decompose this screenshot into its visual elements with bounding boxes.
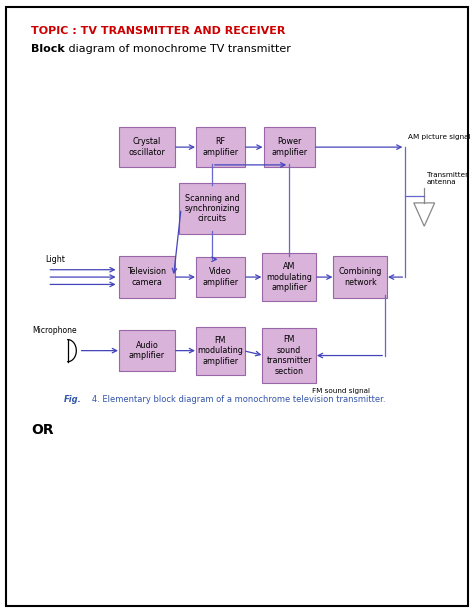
FancyBboxPatch shape bbox=[264, 127, 315, 167]
Text: Power
amplifier: Power amplifier bbox=[271, 137, 307, 157]
FancyBboxPatch shape bbox=[196, 327, 245, 375]
Text: Television
camera: Television camera bbox=[128, 267, 166, 287]
Text: FM
sound
transmitter
section: FM sound transmitter section bbox=[266, 335, 312, 376]
Text: 4. Elementary block diagram of a monochrome television transmitter.: 4. Elementary block diagram of a monochr… bbox=[84, 395, 386, 405]
Text: Audio
amplifier: Audio amplifier bbox=[129, 341, 165, 360]
Text: Scanning and
synchronizing
circuits: Scanning and synchronizing circuits bbox=[184, 194, 240, 223]
Text: TOPIC : TV TRANSMITTER AND RECEIVER: TOPIC : TV TRANSMITTER AND RECEIVER bbox=[31, 26, 285, 36]
Text: Crystal
oscillator: Crystal oscillator bbox=[128, 137, 165, 157]
FancyBboxPatch shape bbox=[262, 328, 316, 383]
Text: Combining
network: Combining network bbox=[338, 267, 382, 287]
Text: Video
amplifier: Video amplifier bbox=[202, 267, 238, 287]
Text: FM sound signal: FM sound signal bbox=[311, 388, 370, 394]
Text: OR: OR bbox=[31, 423, 54, 437]
Text: Block: Block bbox=[31, 44, 64, 54]
FancyBboxPatch shape bbox=[179, 183, 245, 234]
Text: diagram of monochrome TV transmitter: diagram of monochrome TV transmitter bbox=[65, 44, 292, 54]
Text: AM picture signal: AM picture signal bbox=[408, 134, 470, 140]
Text: Light: Light bbox=[45, 254, 65, 264]
FancyBboxPatch shape bbox=[196, 257, 245, 297]
FancyBboxPatch shape bbox=[119, 127, 175, 167]
FancyBboxPatch shape bbox=[119, 330, 175, 371]
Text: RF
amplifier: RF amplifier bbox=[202, 137, 238, 157]
Text: Microphone: Microphone bbox=[32, 326, 77, 335]
Text: AM
modulating
amplifier: AM modulating amplifier bbox=[266, 262, 312, 292]
Text: FM
modulating
amplifier: FM modulating amplifier bbox=[198, 336, 243, 365]
FancyBboxPatch shape bbox=[119, 256, 175, 298]
FancyBboxPatch shape bbox=[262, 253, 316, 301]
Text: Fig.: Fig. bbox=[64, 395, 82, 405]
Text: Transmitter
antenna: Transmitter antenna bbox=[427, 172, 468, 185]
FancyBboxPatch shape bbox=[196, 127, 245, 167]
FancyBboxPatch shape bbox=[333, 256, 387, 298]
